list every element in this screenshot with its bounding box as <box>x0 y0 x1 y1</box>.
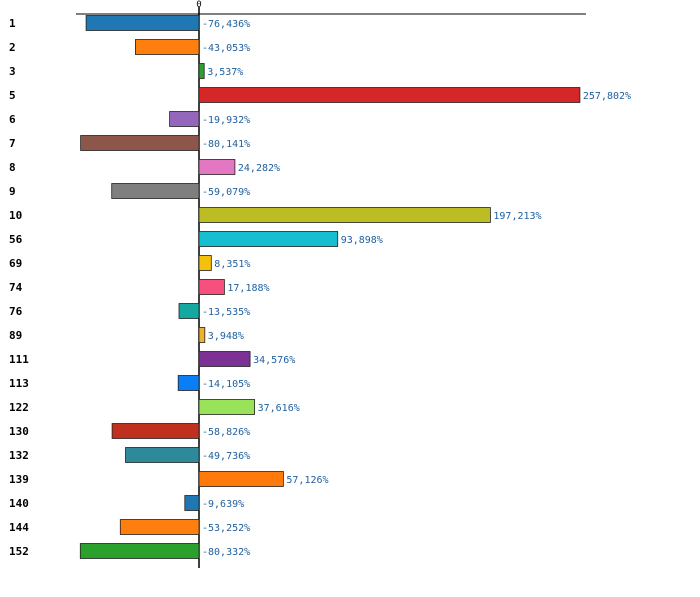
value-label: 17,188% <box>227 283 269 294</box>
category-label: 130 <box>9 425 29 438</box>
value-label: -80,332% <box>202 547 250 558</box>
category-label: 139 <box>9 473 29 486</box>
category-label: 56 <box>9 233 23 246</box>
value-label: 24,282% <box>238 163 280 174</box>
bar <box>111 183 200 199</box>
value-label: -43,053% <box>202 43 250 54</box>
category-label: 5 <box>9 89 16 102</box>
category-label: 6 <box>9 113 16 126</box>
value-label: 3,537% <box>207 67 243 78</box>
category-label: 111 <box>9 353 29 366</box>
value-label: 93,898% <box>341 235 383 246</box>
value-label: 37,616% <box>258 403 300 414</box>
category-label: 113 <box>9 377 29 390</box>
category-label: 122 <box>9 401 29 414</box>
bar <box>198 255 212 271</box>
category-label: 89 <box>9 329 22 342</box>
category-label: 3 <box>9 65 16 78</box>
value-label: -76,436% <box>202 19 250 30</box>
value-label: -53,252% <box>202 523 250 534</box>
value-label: -59,079% <box>202 187 250 198</box>
zero-tick-label: 0 <box>196 0 201 10</box>
value-label: 34,576% <box>253 355 295 366</box>
bar <box>198 399 255 415</box>
bar <box>198 471 284 487</box>
category-label: 2 <box>9 41 16 54</box>
category-label: 7 <box>9 137 16 150</box>
category-label: 152 <box>9 545 29 558</box>
category-label: 140 <box>9 497 29 510</box>
bar <box>198 63 205 79</box>
bar <box>79 543 200 559</box>
value-label: 3,948% <box>208 331 244 342</box>
bar <box>198 351 251 367</box>
bar <box>198 327 206 343</box>
bar <box>198 279 225 295</box>
bar <box>134 39 200 55</box>
bar <box>125 447 200 463</box>
bar <box>198 231 339 247</box>
bar <box>198 159 236 175</box>
category-label: 8 <box>9 161 16 174</box>
category-label: 69 <box>9 257 22 270</box>
bar <box>178 303 200 319</box>
value-label: -19,932% <box>202 115 250 126</box>
bar <box>184 495 200 511</box>
value-label: -14,105% <box>202 379 250 390</box>
value-label: -80,141% <box>202 139 250 150</box>
value-label: -13,535% <box>202 307 250 318</box>
category-label: 9 <box>9 185 16 198</box>
category-label: 1 <box>9 17 16 30</box>
bar <box>80 135 200 151</box>
category-label: 76 <box>9 305 23 318</box>
value-label: 197,213% <box>493 211 541 222</box>
bar <box>119 519 200 535</box>
bar <box>169 111 200 127</box>
value-label: -49,736% <box>202 451 250 462</box>
category-label: 144 <box>9 521 29 534</box>
bar <box>111 423 200 439</box>
value-label: -9,639% <box>202 499 244 510</box>
category-label: 74 <box>9 281 23 294</box>
value-label: 257,802% <box>583 91 631 102</box>
value-label: 8,351% <box>214 259 250 270</box>
category-label: 132 <box>9 449 29 462</box>
bar <box>198 87 581 103</box>
bar <box>198 207 491 223</box>
bar <box>177 375 200 391</box>
category-label: 10 <box>9 209 22 222</box>
value-label: 57,126% <box>286 475 328 486</box>
bar <box>85 15 200 31</box>
value-label: -58,826% <box>202 427 250 438</box>
